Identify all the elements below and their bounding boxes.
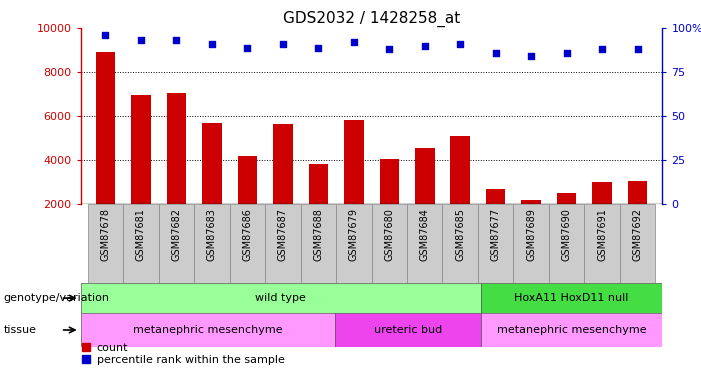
Text: GSM87681: GSM87681 (136, 209, 146, 261)
Text: GSM87690: GSM87690 (562, 209, 571, 261)
Text: GSM87679: GSM87679 (349, 209, 359, 261)
Bar (265, 204, 301, 283)
Bar (81, 283, 481, 313)
Point (100, 32, 111, 38)
Bar (301, 204, 336, 283)
Point (561, 50, 572, 56)
Point (455, 41, 466, 47)
Bar (513, 204, 549, 283)
Bar (230, 204, 265, 283)
Bar (81, 313, 335, 347)
Text: GSM87685: GSM87685 (455, 209, 465, 261)
Bar (620, 204, 655, 283)
Point (242, 45, 253, 51)
Bar (486, 189, 505, 204)
Bar (451, 136, 470, 204)
Point (277, 41, 288, 47)
Bar (336, 204, 372, 283)
Point (383, 46, 395, 52)
Bar (308, 164, 328, 204)
Bar (585, 204, 620, 283)
Bar (481, 283, 662, 313)
Bar (549, 204, 585, 283)
Text: GSM87677: GSM87677 (491, 209, 501, 261)
Text: genotype/variation: genotype/variation (4, 293, 109, 303)
Bar (379, 159, 399, 204)
Bar (344, 120, 364, 204)
Bar (96, 53, 115, 204)
Bar (372, 204, 407, 283)
Bar (194, 204, 230, 283)
Bar (481, 313, 662, 347)
Point (597, 46, 608, 52)
Bar (478, 204, 513, 283)
Bar (557, 194, 576, 204)
Text: GSM87689: GSM87689 (526, 209, 536, 261)
Bar (88, 204, 123, 283)
Bar (407, 204, 442, 283)
Bar (131, 95, 151, 204)
Text: GSM87686: GSM87686 (243, 209, 252, 261)
Bar (158, 204, 194, 283)
Text: GSM87691: GSM87691 (597, 209, 607, 261)
Bar (335, 313, 481, 347)
Bar (273, 124, 292, 204)
Text: GSM87683: GSM87683 (207, 209, 217, 261)
Text: tissue: tissue (4, 325, 36, 335)
Point (135, 38, 147, 44)
Point (348, 39, 360, 45)
Text: metanephric mesenchyme: metanephric mesenchyme (497, 325, 646, 335)
Text: GSM87678: GSM87678 (100, 209, 111, 261)
Bar (123, 204, 158, 283)
Bar (592, 182, 612, 204)
Point (632, 46, 644, 52)
Text: GSM87687: GSM87687 (278, 209, 288, 261)
Bar (522, 200, 541, 204)
Text: HoxA11 HoxD11 null: HoxA11 HoxD11 null (515, 293, 629, 303)
Point (313, 45, 324, 51)
Text: wild type: wild type (255, 293, 306, 303)
Point (206, 41, 217, 47)
Legend: count, percentile rank within the sample: count, percentile rank within the sample (76, 338, 289, 369)
Bar (442, 204, 478, 283)
Bar (415, 148, 435, 204)
Point (526, 53, 537, 59)
Text: GSM87684: GSM87684 (420, 209, 430, 261)
Bar (167, 93, 186, 204)
Point (419, 43, 430, 49)
Text: GSM87682: GSM87682 (172, 209, 182, 261)
Point (171, 38, 182, 44)
Bar (202, 123, 222, 204)
Text: metanephric mesenchyme: metanephric mesenchyme (133, 325, 283, 335)
Text: GSM87688: GSM87688 (313, 209, 323, 261)
Bar (238, 156, 257, 204)
Text: GSM87680: GSM87680 (384, 209, 394, 261)
Text: GSM87692: GSM87692 (632, 209, 643, 261)
Title: GDS2032 / 1428258_at: GDS2032 / 1428258_at (283, 10, 460, 27)
Point (490, 50, 501, 56)
Bar (628, 181, 647, 204)
Text: ureteric bud: ureteric bud (374, 325, 442, 335)
